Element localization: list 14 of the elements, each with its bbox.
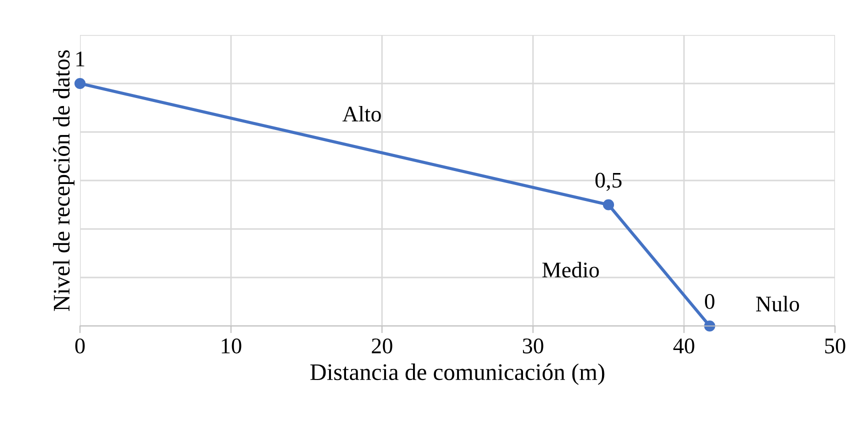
- x-tick-label: 50: [825, 338, 846, 354]
- data-label: 0,5: [595, 172, 622, 191]
- annotation: Alto: [342, 106, 381, 122]
- y-axis-title: Nivel de recepción de datos: [53, 50, 74, 311]
- data-label: 0: [704, 294, 714, 309]
- data-label: 1: [76, 52, 84, 66]
- x-tick-label: 10: [222, 338, 242, 354]
- annotation: Nulo: [756, 296, 800, 312]
- x-axis-title: Distancia de comunicación (m): [310, 364, 604, 385]
- x-tick-label: 20: [372, 338, 392, 354]
- annotation: Medio: [542, 262, 599, 278]
- x-tick-label: 40: [673, 338, 694, 354]
- x-tick-label: 0: [75, 338, 85, 354]
- x-tick-label: 30: [522, 338, 544, 354]
